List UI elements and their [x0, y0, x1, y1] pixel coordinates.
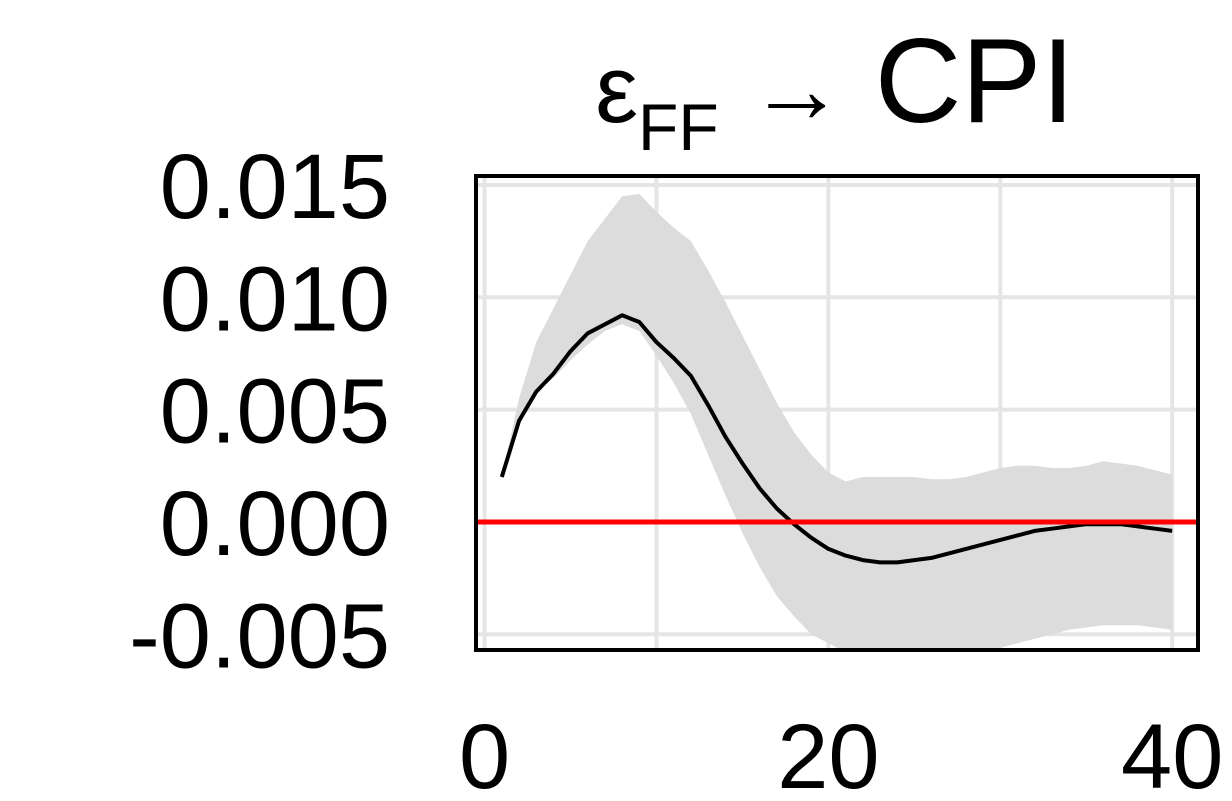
x-tick-label: 40	[1121, 706, 1223, 801]
title-response: CPI	[875, 14, 1075, 148]
y-tick-label: 0.005	[160, 361, 390, 463]
x-tick-labels: 0 20 40	[459, 706, 1223, 801]
response-line	[499, 313, 1173, 565]
plot-frame	[474, 174, 1200, 652]
x-tick-label: 0	[459, 706, 510, 801]
x-tick-label: 20	[777, 706, 879, 801]
title-shock: ε	[595, 36, 638, 143]
y-tick-label: 0.015	[160, 136, 390, 238]
y-tick-label: -0.005	[129, 585, 390, 687]
y-tick-label: 0.010	[160, 248, 390, 350]
confidence-band	[501, 194, 1173, 650]
response-line-layer	[499, 313, 1173, 565]
chart-title: εFF → CPI	[595, 14, 1074, 164]
confidence-band-layer	[501, 194, 1173, 650]
title-arrow: →	[749, 36, 845, 143]
title-shock-subscript: FF	[638, 90, 719, 164]
y-tick-label: 0.000	[160, 473, 390, 575]
